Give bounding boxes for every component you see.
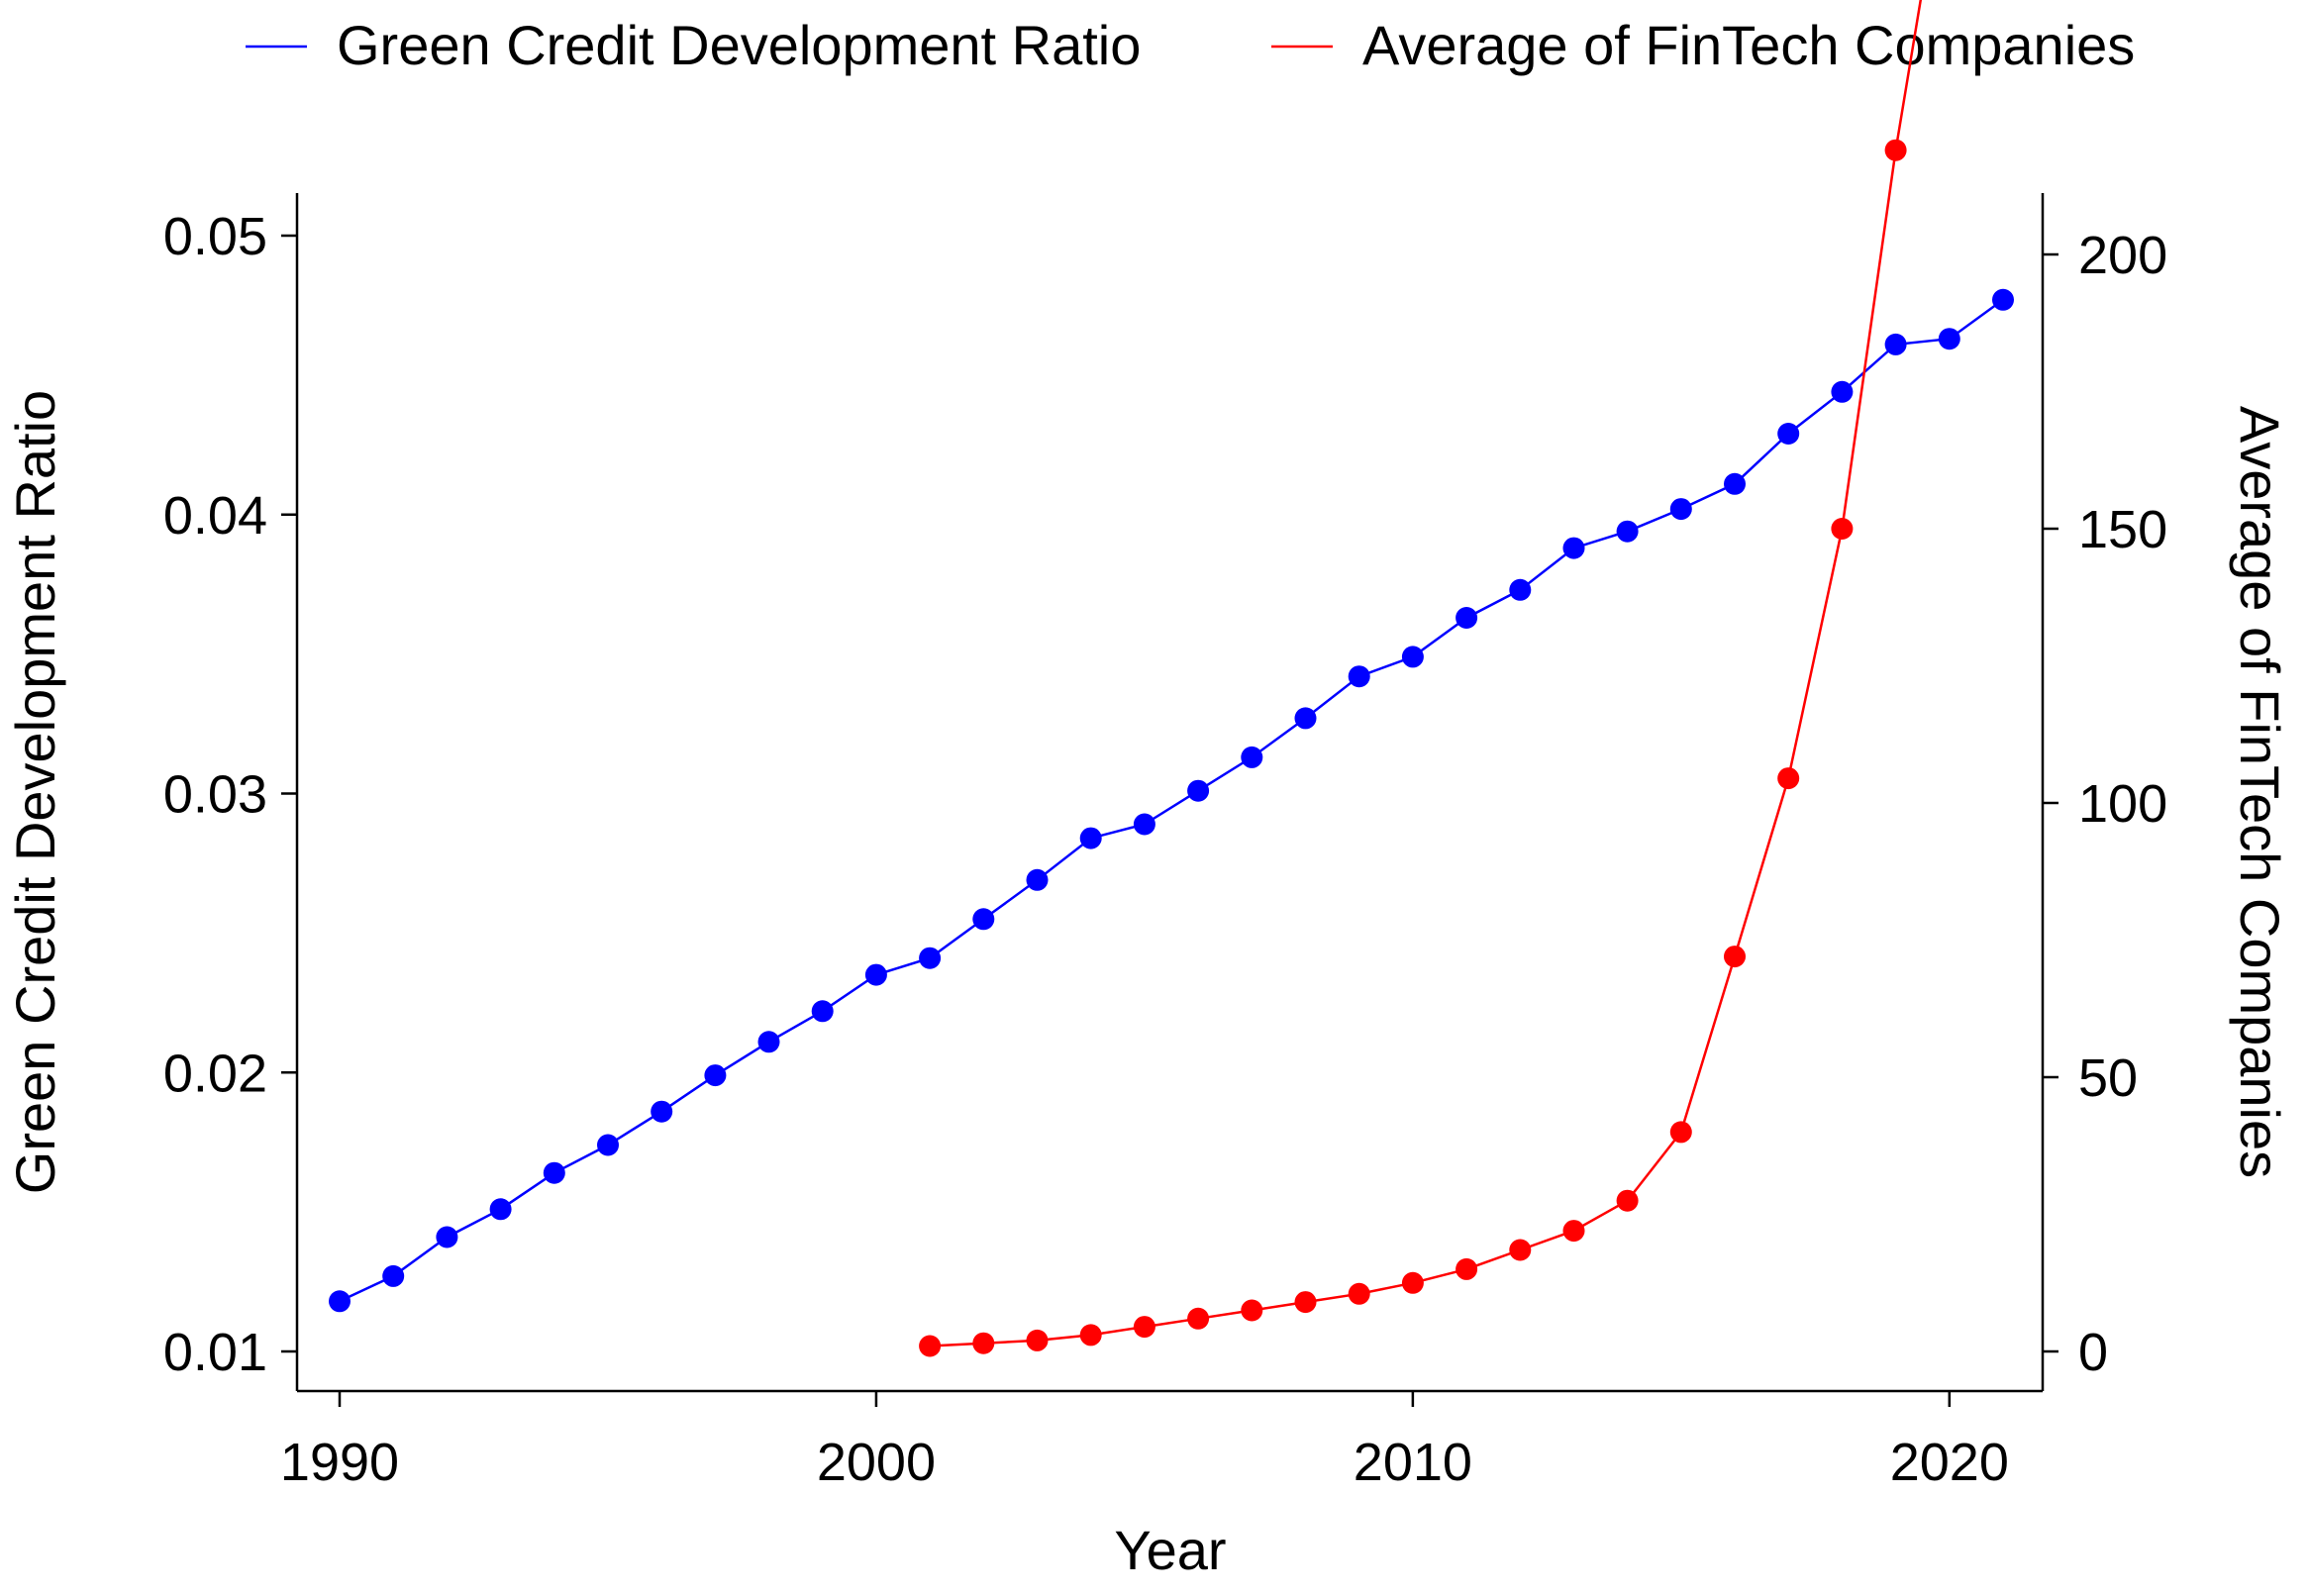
data-point-green-credit (1777, 423, 1800, 445)
data-point-fintech (1616, 1189, 1639, 1212)
y-right-tick-label: 200 (2078, 226, 2167, 285)
data-point-green-credit (382, 1264, 405, 1287)
data-point-green-credit (1294, 707, 1317, 730)
data-point-fintech (1241, 1299, 1263, 1322)
data-point-green-credit (489, 1198, 512, 1221)
data-point-fintech (1133, 1316, 1155, 1339)
legend: Green Credit Development Ratio Average o… (246, 14, 2135, 76)
data-point-fintech (1026, 1329, 1049, 1351)
data-point-green-credit (704, 1064, 727, 1087)
x-tick-label: 1990 (280, 1433, 399, 1492)
y-right-tick-label: 0 (2078, 1323, 2108, 1382)
data-point-green-credit (1026, 868, 1049, 891)
data-point-fintech (1562, 1220, 1585, 1243)
data-point-green-credit (597, 1134, 619, 1156)
data-point-fintech (972, 1332, 995, 1354)
data-point-fintech (1777, 767, 1800, 790)
data-point-green-credit (919, 947, 942, 969)
data-point-fintech (1509, 1239, 1532, 1261)
data-point-green-credit (1831, 380, 1854, 403)
data-point-green-credit (1241, 746, 1263, 768)
data-point-green-credit (1669, 498, 1692, 521)
y-left-tick-label: 0.05 (163, 207, 267, 266)
y-right-tick-label: 100 (2078, 774, 2167, 834)
data-point-green-credit (972, 908, 995, 931)
x-tick-label: 2000 (817, 1433, 936, 1492)
data-point-green-credit (1724, 472, 1746, 495)
x-tick-label: 2020 (1890, 1433, 2009, 1492)
y-right-axis-title: Average of FinTech Companies (2229, 406, 2291, 1178)
data-point-green-credit (651, 1100, 673, 1123)
data-point-green-credit (1187, 779, 1210, 802)
series-line-fintech (930, 0, 1923, 1347)
data-point-fintech (1348, 1282, 1370, 1305)
y-left-tick-label: 0.01 (163, 1323, 267, 1382)
data-point-green-credit (1509, 578, 1532, 601)
data-point-green-credit (329, 1290, 351, 1313)
data-point-fintech (1669, 1121, 1692, 1144)
data-point-green-credit (1456, 607, 1478, 629)
data-point-green-credit (1938, 328, 1960, 350)
data-point-green-credit (1348, 665, 1370, 688)
x-axis-title: Year (1114, 1519, 1226, 1581)
data-point-green-credit (1401, 646, 1424, 668)
series-layer (329, 0, 2014, 1357)
data-point-fintech (1456, 1257, 1478, 1280)
data-point-green-credit (1992, 288, 2014, 311)
data-point-green-credit (1079, 827, 1102, 849)
x-tick-label: 2010 (1354, 1433, 1472, 1492)
data-point-fintech (1401, 1271, 1424, 1294)
data-point-fintech (1079, 1324, 1102, 1347)
y-left-tick-label: 0.03 (163, 765, 267, 825)
series-line-green-credit (339, 298, 2004, 1303)
data-point-green-credit (811, 1000, 834, 1023)
data-point-green-credit (1562, 537, 1585, 559)
data-point-fintech (1831, 518, 1854, 540)
data-point-green-credit (864, 963, 887, 986)
legend-label-green-credit: Green Credit Development Ratio (337, 14, 1141, 76)
data-point-green-credit (1133, 813, 1155, 836)
legend-label-fintech: Average of FinTech Companies (1362, 14, 2135, 76)
y-left-tick-label: 0.02 (163, 1044, 267, 1103)
y-right-tick-label: 150 (2078, 500, 2167, 559)
data-point-green-credit (1616, 520, 1639, 543)
y-left-axis-title: Green Credit Development Ratio (4, 390, 66, 1194)
data-point-green-credit (757, 1031, 780, 1053)
data-point-fintech (1724, 946, 1746, 968)
data-point-fintech (1884, 139, 1907, 161)
data-point-green-credit (1884, 333, 1907, 355)
ticks-layer: 1990 2000 2010 2020 0.01 0.02 0.03 0.04 0.05 0 50 1… (163, 207, 2167, 1492)
data-point-green-credit (543, 1161, 565, 1184)
y-right-tick-label: 50 (2078, 1048, 2138, 1108)
data-point-fintech (1294, 1291, 1317, 1314)
data-point-fintech (919, 1335, 942, 1357)
y-left-tick-label: 0.04 (163, 486, 267, 546)
data-point-fintech (1187, 1307, 1210, 1330)
data-point-green-credit (436, 1226, 458, 1248)
